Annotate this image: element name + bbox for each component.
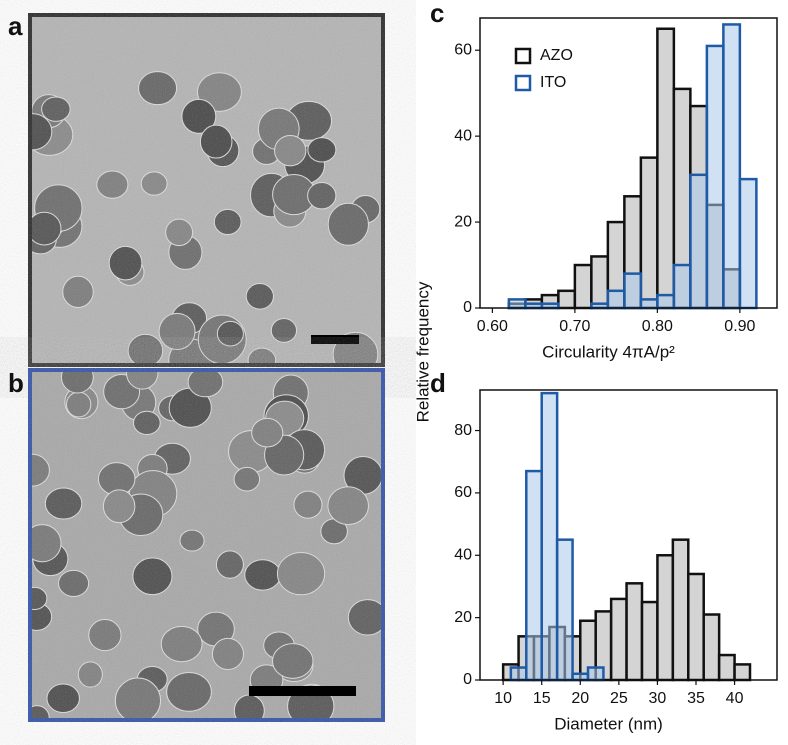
panel-label: b: [8, 368, 24, 398]
histogram-bar: [639, 156, 659, 310]
histogram-bar: [717, 653, 736, 682]
legend-label: AZO: [540, 47, 573, 64]
scale-bar: [249, 686, 356, 696]
y-axis-label: Relative frequency: [413, 281, 432, 422]
histogram-bar: [509, 666, 528, 682]
histogram-bar: [507, 298, 527, 310]
histogram-bar: [540, 391, 559, 682]
y-tick-label: 20: [454, 609, 472, 626]
histogram-bar: [625, 582, 644, 682]
x-tick-label: 0.90: [724, 318, 755, 335]
x-tick-label: 30: [649, 690, 667, 707]
tem-image-b: [28, 368, 385, 722]
histogram-bar: [623, 272, 643, 310]
y-tick-label: 60: [454, 484, 472, 501]
x-axis-label: Circularity 4πA/p²: [542, 342, 675, 361]
histogram-bar: [606, 289, 626, 310]
x-axis-label: Diameter (nm): [554, 714, 663, 733]
plot-frame: [479, 389, 778, 681]
y-tick-label: 60: [454, 41, 472, 58]
histogram-bar: [671, 538, 690, 682]
histogram-bar: [557, 289, 577, 310]
histogram-bar: [586, 666, 605, 682]
histogram-bar: [689, 173, 709, 310]
scale-bar: [311, 335, 359, 344]
tem-image-a: [28, 13, 385, 367]
x-tick-label: 20: [571, 690, 589, 707]
y-tick-label: 40: [454, 546, 472, 563]
histogram-bar: [672, 263, 692, 310]
panel-label: d: [430, 368, 446, 398]
histogram-bar: [738, 177, 758, 310]
histogram-bar: [555, 538, 574, 682]
y-tick-label: 0: [463, 671, 472, 688]
histogram-bar: [722, 23, 742, 310]
histogram-bar: [639, 298, 659, 310]
x-tick-label: 0.80: [642, 318, 673, 335]
histogram-bar: [702, 613, 721, 682]
legend-box: [510, 40, 600, 104]
panel-label: a: [8, 11, 23, 41]
y-tick-label: 20: [454, 213, 472, 230]
histogram-bar: [687, 572, 705, 682]
legend-swatch: [514, 47, 532, 65]
histogram-bar: [525, 469, 543, 682]
histogram-bar: [573, 263, 593, 310]
x-tick-label: 0.60: [477, 318, 508, 335]
histogram-bar: [590, 255, 610, 310]
histogram-bar: [705, 44, 725, 310]
y-tick-label: 40: [454, 127, 472, 144]
x-tick-label: 40: [726, 690, 744, 707]
histogram-bar: [656, 554, 675, 682]
histogram-bar: [656, 27, 676, 310]
legend-swatch: [514, 74, 532, 92]
y-tick-label: 80: [454, 422, 472, 439]
panel-label: c: [430, 0, 444, 28]
histogram-bar: [656, 293, 676, 310]
x-tick-label: 15: [533, 690, 551, 707]
legend-label: ITO: [540, 74, 566, 91]
plot-frame: [479, 17, 778, 309]
x-tick-label: 0.70: [559, 318, 590, 335]
x-tick-label: 35: [687, 690, 705, 707]
histogram-bar: [571, 672, 590, 682]
histogram-bar: [609, 597, 628, 682]
x-tick-label: 10: [494, 690, 512, 707]
y-tick-label: 0: [463, 299, 472, 316]
x-tick-label: 25: [610, 690, 628, 707]
histogram-bar: [640, 600, 659, 682]
histogram-bar: [733, 663, 752, 682]
